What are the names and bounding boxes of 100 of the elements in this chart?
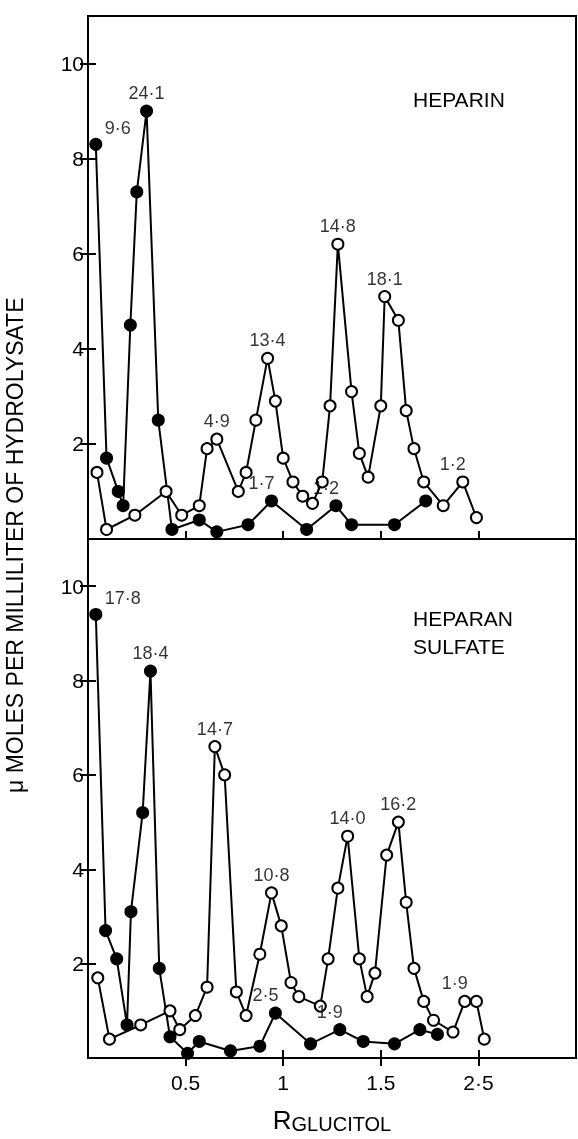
point (356, 1034, 370, 1048)
y-tick-label: 10 (60, 52, 84, 76)
y-axis-title: μ MOLES PER MILLILITER OF HYDROLYSATE (2, 296, 29, 795)
point (378, 290, 392, 304)
point (469, 994, 483, 1008)
point (89, 607, 103, 621)
point (407, 961, 421, 975)
x-axis-title: RGLUCITOL (272, 1105, 392, 1135)
point (152, 961, 166, 975)
point (188, 1009, 202, 1023)
point (192, 1034, 206, 1048)
annotation: 18·1 (366, 268, 403, 289)
point (300, 522, 314, 536)
point (123, 318, 137, 332)
point (261, 351, 275, 365)
y-tick-label: 4 (72, 857, 85, 881)
point (345, 518, 359, 532)
point (100, 522, 114, 536)
point (253, 1039, 267, 1053)
point (192, 499, 206, 513)
point (143, 664, 157, 678)
point (241, 518, 255, 532)
point (268, 394, 282, 408)
point (111, 484, 125, 498)
point (329, 499, 343, 513)
annotation: 24·1 (128, 83, 165, 104)
point (458, 994, 472, 1008)
annotation: 10·8 (253, 864, 290, 885)
point (352, 952, 366, 966)
point (274, 919, 288, 933)
point (374, 399, 388, 413)
annotation: 18·4 (132, 643, 169, 664)
point (140, 104, 154, 118)
annotation: 17·8 (104, 588, 141, 609)
annotation: 16·2 (380, 794, 417, 815)
point (239, 1009, 253, 1023)
annotation: 13·4 (249, 330, 286, 351)
point (210, 525, 224, 539)
point (391, 815, 405, 829)
point (331, 237, 345, 251)
point (136, 806, 150, 820)
point (192, 513, 206, 527)
point (124, 905, 138, 919)
point (253, 947, 267, 961)
y-tick-label: 2 (72, 432, 84, 456)
text: HEPARIN (413, 87, 505, 111)
point (210, 432, 224, 446)
point (292, 990, 306, 1004)
point (116, 499, 130, 513)
point (175, 508, 189, 522)
point (90, 465, 104, 479)
point (477, 1032, 491, 1046)
point (100, 451, 114, 465)
y-tick-label: 10 (60, 574, 84, 598)
point (360, 990, 374, 1004)
point (430, 1027, 444, 1041)
point (323, 399, 337, 413)
annotation: 14·8 (319, 216, 356, 237)
point (224, 1044, 237, 1058)
point (305, 496, 319, 510)
y-tick-label: 8 (72, 147, 84, 171)
x-tick-label: 2·5 (463, 1071, 494, 1094)
point (296, 489, 310, 503)
point (99, 924, 113, 938)
annotation: 14·0 (329, 808, 366, 829)
annotation: 14·7 (196, 718, 233, 739)
point (151, 413, 165, 427)
annotation: 4·9 (203, 411, 230, 432)
point (286, 475, 300, 489)
point (173, 1023, 187, 1037)
point (120, 1018, 134, 1032)
point (456, 475, 470, 489)
point (218, 768, 232, 782)
point (163, 1004, 177, 1018)
annotation: 2·5 (252, 985, 279, 1006)
point (413, 1023, 427, 1037)
point (102, 1032, 116, 1046)
point (399, 404, 413, 418)
point (229, 985, 243, 999)
point (268, 1006, 282, 1020)
point (130, 185, 144, 199)
point (200, 980, 214, 994)
point (208, 740, 222, 754)
point (361, 470, 375, 484)
point (387, 518, 401, 532)
point (436, 499, 450, 513)
point (159, 484, 173, 498)
point (276, 451, 290, 465)
text: HEPARAN SULFATE (413, 606, 519, 658)
point (407, 442, 421, 456)
point (399, 895, 413, 909)
point (110, 952, 124, 966)
point (417, 475, 431, 489)
annotation: 1·2 (439, 453, 466, 474)
x-tick-label: 1.5 (366, 1071, 396, 1094)
point (89, 137, 103, 151)
point (419, 494, 433, 508)
point (128, 508, 142, 522)
point (341, 829, 355, 843)
point (265, 494, 278, 508)
